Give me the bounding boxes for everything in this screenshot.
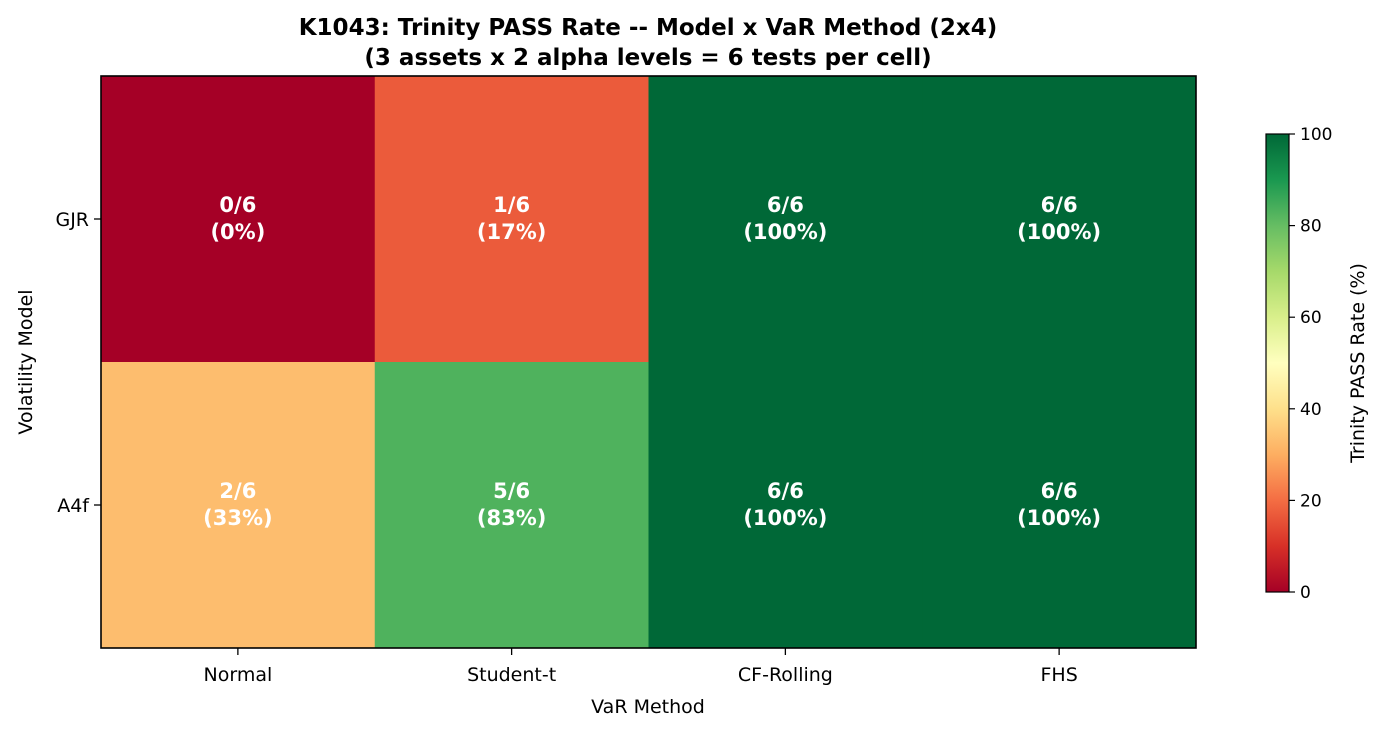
heatmap-cell: [922, 362, 1197, 649]
cell-percent-label: (83%): [477, 506, 546, 530]
cell-count-label: 5/6: [493, 479, 530, 503]
cell-count-label: 0/6: [219, 193, 256, 217]
colorbar-label: Trinity PASS Rate (%): [1347, 263, 1369, 464]
x-tick-label: Student-t: [467, 664, 556, 686]
cell-percent-label: (100%): [743, 506, 827, 530]
x-axis-label: VaR Method: [591, 696, 705, 718]
cell-count-label: 6/6: [1041, 193, 1078, 217]
x-tick-label: CF-Rolling: [738, 664, 833, 686]
cell-percent-label: (17%): [477, 220, 546, 244]
heatmap-cell: [648, 362, 923, 649]
heatmap-cell-labels: 0/6 (0%) 1/6 (17%) 6/6 (100%) 6/6 (100%) 2/6 (33%…: [203, 193, 1101, 530]
cell-count-label: 6/6: [767, 479, 804, 503]
colorbar-tick-label: 100: [1300, 125, 1332, 145]
cell-count-label: 2/6: [219, 479, 256, 503]
x-tick-label: FHS: [1040, 664, 1077, 686]
cell-percent-label: (100%): [1017, 506, 1101, 530]
heatmap-cells: [101, 76, 1197, 649]
colorbar: [1265, 133, 1290, 593]
chart-title: K1043: Trinity PASS Rate -- Model x VaR …: [299, 15, 998, 41]
chart-subtitle: (3 assets x 2 alpha levels = 6 tests per…: [364, 45, 931, 71]
cell-percent-label: (33%): [203, 506, 272, 530]
colorbar-tick-label: 40: [1300, 400, 1322, 420]
colorbar-tick-label: 20: [1300, 491, 1322, 511]
colorbar-ticks: 0 20 40 60 80 100: [1289, 125, 1332, 603]
colorbar-tick-label: 0: [1300, 583, 1311, 603]
heatmap-cell: [101, 76, 376, 363]
colorbar-tick-label: 60: [1300, 308, 1322, 328]
heatmap-cell: [101, 362, 376, 649]
cell-percent-label: (0%): [210, 220, 265, 244]
cell-count-label: 1/6: [493, 193, 530, 217]
y-axis-label: Volatility Model: [15, 289, 37, 434]
plot-frame: [100, 75, 1197, 649]
cell-percent-label: (100%): [743, 220, 827, 244]
y-axis-ticks: GJR A4f: [55, 209, 101, 517]
heatmap-cell: [374, 76, 649, 363]
cell-count-label: 6/6: [767, 193, 804, 217]
x-axis-ticks: Normal Student-t CF-Rolling FHS: [204, 648, 1078, 686]
heatmap-cell: [374, 362, 649, 649]
x-tick-label: Normal: [204, 664, 273, 686]
cell-count-label: 6/6: [1041, 479, 1078, 503]
heatmap-cell: [922, 76, 1197, 363]
heatmap-cell: [648, 76, 923, 363]
y-tick-label: A4f: [57, 495, 90, 517]
cell-percent-label: (100%): [1017, 220, 1101, 244]
colorbar-tick-label: 80: [1300, 217, 1322, 237]
y-tick-label: GJR: [55, 209, 89, 231]
